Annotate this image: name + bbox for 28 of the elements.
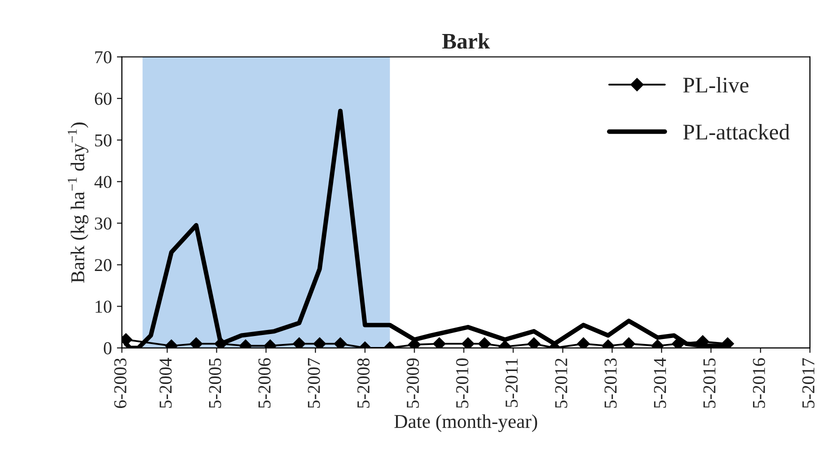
x-tick-label: 5-2004	[160, 358, 172, 408]
y-tick-label: 0	[104, 342, 112, 354]
x-tick-label: 5-2015	[703, 358, 716, 408]
y-tick-label: 40	[94, 176, 112, 188]
y-tick-label: 30	[94, 217, 112, 230]
x-tick-label: 5-2007	[308, 358, 320, 408]
y-tick-label: 20	[94, 259, 112, 272]
x-tick-label: 5-2016	[752, 358, 766, 408]
x-tick-label: 5-2005	[208, 358, 222, 408]
y-axis-title: Bark (kg ha$^{−1}$ day$^{−1}$)	[68, 122, 88, 283]
x-tick-label: 5-2006	[258, 358, 271, 408]
x-tick-label: 5-2009	[406, 358, 419, 408]
y-tick-label: 10	[96, 300, 112, 313]
y-tick-label: 70	[95, 51, 112, 64]
x-tick-label: 5-2012	[555, 358, 568, 408]
x-tick-label: 5-2014	[654, 358, 666, 408]
legend-label: PL-live	[683, 77, 748, 93]
x-tick-label: 5-2017	[802, 358, 814, 408]
legend-label: PL-attacked	[683, 124, 790, 140]
y-tick-label: 60	[94, 92, 112, 105]
chart-title: Bark	[442, 33, 490, 49]
x-tick-label: 5-2010	[456, 358, 468, 408]
x-tick-label: 6-2003	[114, 358, 126, 408]
y-tick-label: 50	[95, 134, 112, 146]
x-tick-label: 5-2011	[506, 358, 518, 408]
x-tick-label: 5-2013	[604, 358, 617, 408]
x-axis-title: Date (month-year)	[394, 414, 538, 432]
x-tick-label: 5-2008	[357, 358, 370, 408]
